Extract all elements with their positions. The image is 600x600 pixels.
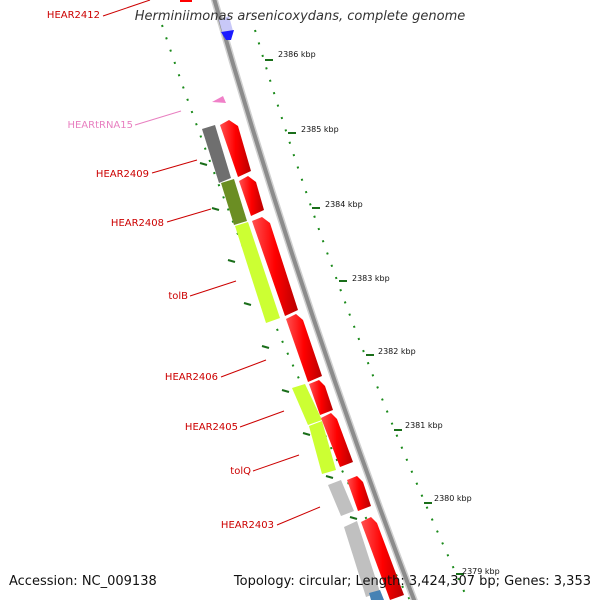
accession-text: Accession: NC_009138 <box>9 574 157 589</box>
gene-label-hear2409: HEAR2409 <box>96 169 149 180</box>
gene-block-hear2403 <box>328 480 354 516</box>
backbone-shadow <box>210 0 418 600</box>
gene-block-tolq <box>309 421 336 474</box>
map-title: Herminiimonas arsenicoxydans, complete g… <box>134 9 466 24</box>
gene-label-hear2403: HEAR2403 <box>221 520 274 531</box>
red-arrow <box>309 380 333 415</box>
gene-block-blue <box>369 590 384 600</box>
gene-block-hear2405 <box>292 384 322 425</box>
red-arrow <box>252 217 298 316</box>
red-arrow <box>321 413 353 467</box>
scale-label: 2382 kbp <box>378 347 416 356</box>
gene-label-hear2406: HEAR2406 <box>165 372 218 383</box>
gene-label-hear2412: HEAR2412 <box>47 10 100 21</box>
reverse-genes <box>202 125 384 600</box>
top-blue-feature <box>221 30 234 40</box>
topology-text: Topology: circular; Length: 3,424,307 bp… <box>233 574 591 589</box>
gene-label-tolb: tolB <box>168 291 188 302</box>
red-arrow <box>220 120 251 177</box>
scale-label: 2379 kbp <box>462 567 500 576</box>
scale-label: 2380 kbp <box>434 494 472 503</box>
top-red-feature <box>180 0 192 2</box>
scale-label: 2385 kbp <box>301 125 339 134</box>
gene-block-hear2409 <box>202 125 231 183</box>
backbone-line <box>212 0 417 600</box>
gene-block-hear2408 <box>221 179 247 225</box>
scale-label: 2383 kbp <box>352 274 390 283</box>
red-arrow <box>347 476 371 511</box>
red-arrow <box>286 314 322 382</box>
scale-label: 2381 kbp <box>405 421 443 430</box>
trna-feature <box>212 96 226 103</box>
gene-label-hear2405: HEAR2405 <box>185 422 238 433</box>
red-arrow <box>361 517 404 600</box>
leader-lines <box>102 0 321 526</box>
gene-label-hear2408: HEAR2408 <box>111 218 164 229</box>
gene-label-heartrna15: HEARtRNA15 <box>67 120 133 131</box>
gene-labels: HEAR2412 HEARtRNA15 HEAR2409 HEAR2408 to… <box>47 10 274 531</box>
scale-label: 2384 kbp <box>325 200 363 209</box>
scale-labels: 2386 kbp 2385 kbp 2384 kbp 2383 kbp 2382… <box>278 50 500 576</box>
gene-label-tolq: tolQ <box>230 466 251 477</box>
scale-label: 2386 kbp <box>278 50 316 59</box>
inner-ring-ticks <box>199 162 358 520</box>
gene-block-tolb <box>235 222 280 323</box>
forward-genes <box>220 120 404 600</box>
red-arrow <box>239 176 264 216</box>
gene-block-lower <box>344 521 380 597</box>
top-lavender-feature <box>219 16 233 35</box>
outer-ring-ticks <box>265 59 464 575</box>
